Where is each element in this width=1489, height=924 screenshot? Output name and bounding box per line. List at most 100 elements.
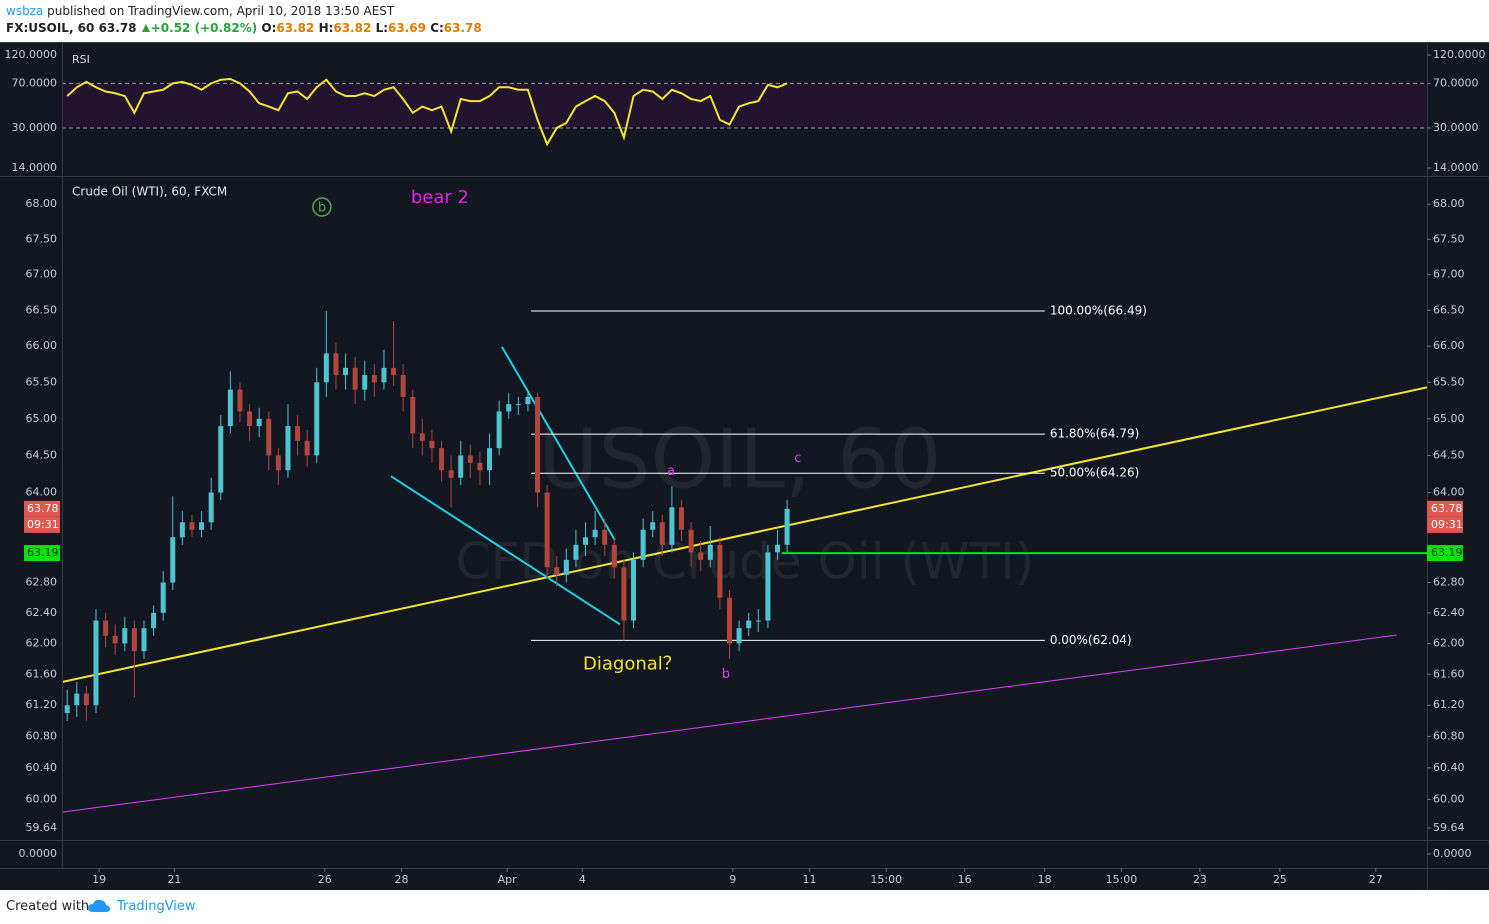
candle-body [141,628,147,652]
y-tick-label: 65.00 [26,412,58,425]
candle-body [717,544,723,598]
y-tick-label: 30.0000 [1433,121,1479,134]
y-tick-label: 67.50 [26,232,58,245]
candle-body [659,522,665,545]
publish-line: wsbza published on TradingView.com, Apri… [6,4,394,18]
ohlc-key: H: [318,21,334,35]
candle-body [64,705,70,714]
rsi-line [66,78,788,147]
change: +0.52 (+0.82%) [150,21,258,35]
candle-body [218,426,224,493]
brand-link[interactable]: TradingView [117,899,196,914]
y-tick-label: 60.40 [1433,761,1465,774]
candle-body [784,508,790,545]
chart-background [0,42,1489,890]
price-box-label: 63.19 [27,546,59,559]
candle-body [746,620,752,629]
candle-body [707,544,713,560]
y-tick-label: 14.0000 [12,161,58,174]
logo [88,899,110,912]
y-tick-label: 61.20 [26,698,58,711]
annotation-circle [312,197,332,217]
candle-body [410,396,416,434]
price-box [1427,500,1463,517]
y-tick-label: 67.00 [26,268,58,281]
ohlc-key: L: [375,21,389,35]
y-tick-label: 60.00 [1433,792,1465,805]
x-tick-label: 11 [802,873,816,886]
trend-line [390,475,621,626]
symbol: FX:USOIL, 60 [6,21,95,35]
y-tick-label: 65.00 [1433,412,1465,425]
annotation: Diagonal？ [583,653,681,674]
y-tick-label: 62.40 [26,606,58,619]
annotation: b [722,667,730,682]
candle-body [304,440,310,456]
y-tick-label: 65.50 [1433,375,1465,388]
candle-body [544,492,550,568]
candle-body [631,559,637,621]
y-tick-label: 67.50 [1433,232,1465,245]
user-link[interactable]: wsbza [6,4,44,18]
y-tick-label: 70.0000 [12,76,58,89]
trend-line [61,634,1397,813]
x-tick-label: 18 [1038,873,1052,886]
y-tick-label: 66.00 [26,339,58,352]
y-tick-label: 0.0000 [1433,847,1472,860]
y-tick-label: 60.80 [1433,729,1465,742]
x-tick-label: 21 [167,873,181,886]
candle-body [400,375,406,397]
candle-body [477,462,483,471]
candle-body [726,597,732,644]
y-tick-label: 68.00 [1433,197,1465,210]
candle-body [439,448,445,471]
candle-body [621,567,627,621]
price-box-label: 63.78 [27,502,59,515]
x-tick-label: 9 [729,873,736,886]
x-tick-label: 15:00 [1106,873,1138,886]
candle-body [583,537,589,545]
candle-body [151,612,157,629]
footer: Created with TradingView [0,890,1489,924]
watermark: CFD on Crude Oil (WTI) [456,533,1035,591]
watermark: USOIL, 60 [539,412,942,507]
x-tick-label: 16 [958,873,972,886]
annotation: c [794,451,801,466]
candle-body [573,544,579,560]
candle-body [314,382,320,456]
candle-body [755,620,761,622]
candle-body [391,367,397,376]
candle-body [765,552,771,621]
candle-body [199,522,205,530]
trend-line [501,346,616,541]
x-tick-label: 28 [395,873,409,886]
ohlc-key: C: [430,21,444,35]
y-tick-label: 120.0000 [1433,48,1486,61]
candle-body [563,559,569,575]
y-tick-label: 60.80 [26,729,58,742]
candle-body [371,375,377,383]
candle-body [611,544,617,568]
candle-body [83,693,89,706]
candle-body [275,455,281,471]
candle-body [103,620,109,636]
y-tick-label: 66.50 [1433,303,1465,316]
candle-body [131,628,137,652]
y-tick-label: 60.40 [26,761,58,774]
y-tick-label: 120.0000 [5,48,58,61]
x-tick-label: Apr [498,873,518,886]
x-tick-label: 15:00 [870,873,902,886]
price-box [24,545,60,562]
price-box [24,500,60,517]
y-tick-label: 62.00 [26,636,58,649]
candle-body [237,389,243,412]
ohlc-value: 63.78 [443,21,482,35]
x-tick-label: 25 [1273,873,1287,886]
y-tick-label: 64.50 [26,448,58,461]
x-tick-label: 23 [1193,873,1207,886]
quote-line: FX:USOIL, 60 63.78 +0.52 (+0.82%) O:63.8… [6,21,482,35]
x-tick-label: 26 [318,873,332,886]
candle-body [650,522,656,530]
pane-title: Crude Oil (WTI), 60, FXCM [72,185,227,199]
